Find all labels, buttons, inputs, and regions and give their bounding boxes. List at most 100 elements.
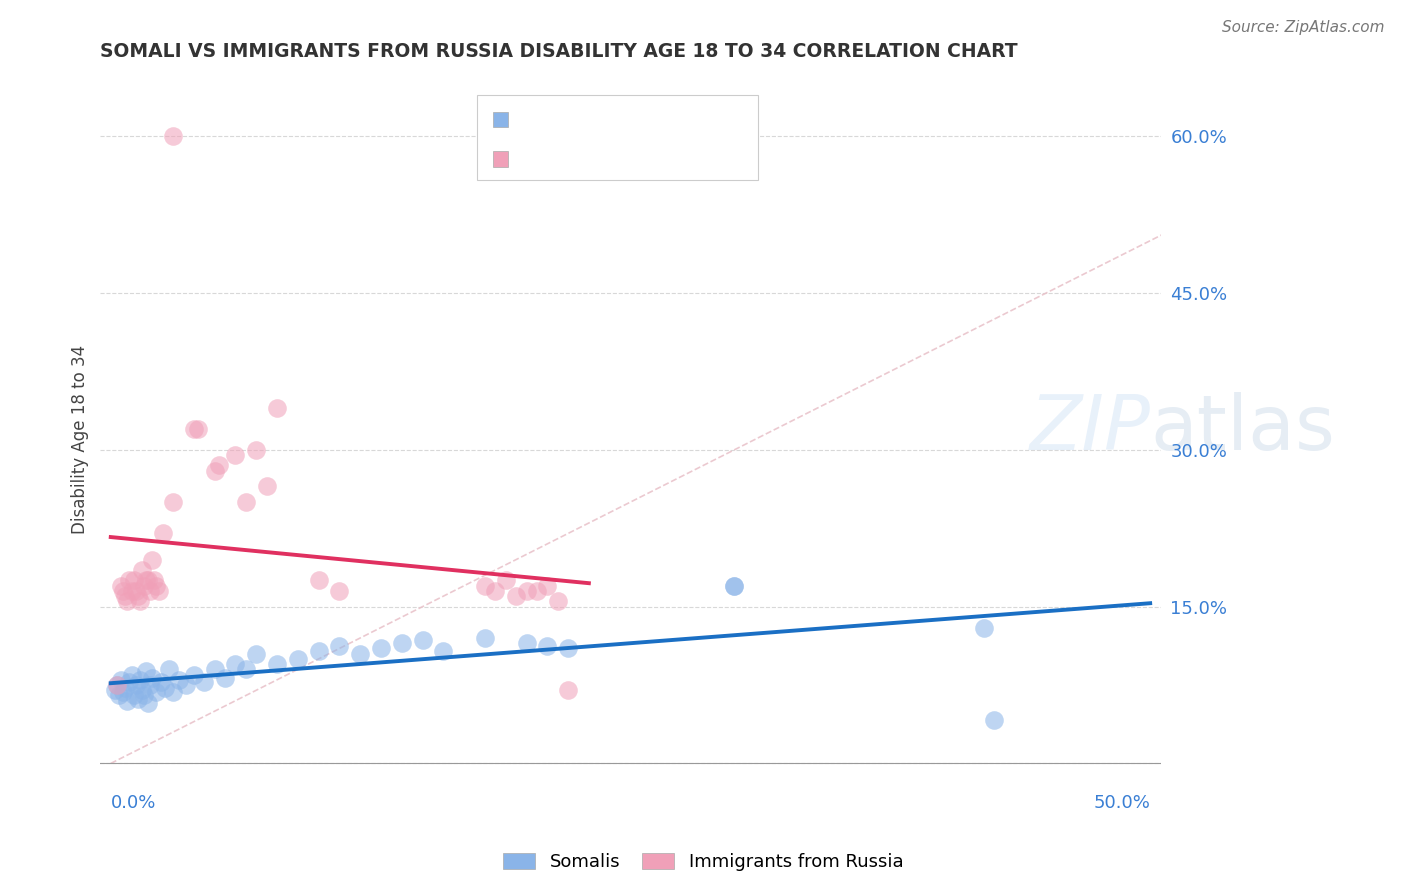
- Point: [121, 667, 143, 681]
- Text: 0.441: 0.441: [565, 111, 621, 128]
- Text: ZIP: ZIP: [1029, 392, 1150, 466]
- Point: [121, 583, 143, 598]
- Point: [122, 689, 145, 703]
- Point: [135, 665, 157, 679]
- Point: [141, 552, 163, 566]
- Text: SOMALI VS IMMIGRANTS FROM RUSSIA DISABILITY AGE 18 TO 34 CORRELATION CHART: SOMALI VS IMMIGRANTS FROM RUSSIA DISABIL…: [100, 42, 1018, 61]
- Text: R =: R =: [520, 111, 560, 128]
- Point: [112, 583, 135, 598]
- Point: [328, 640, 350, 654]
- Point: [187, 422, 209, 436]
- FancyBboxPatch shape: [477, 95, 758, 179]
- Point: [193, 674, 215, 689]
- Point: [117, 594, 139, 608]
- Text: atlas: atlas: [1150, 392, 1336, 466]
- Point: [108, 689, 131, 703]
- Point: [328, 583, 350, 598]
- Point: [114, 589, 136, 603]
- Point: [105, 678, 128, 692]
- Text: Source: ZipAtlas.com: Source: ZipAtlas.com: [1222, 20, 1385, 35]
- Point: [723, 579, 745, 593]
- Point: [152, 526, 174, 541]
- Point: [349, 647, 371, 661]
- Point: [162, 685, 184, 699]
- Point: [515, 583, 537, 598]
- Point: [204, 464, 226, 478]
- Point: [983, 713, 1005, 727]
- Point: [973, 621, 995, 635]
- Point: [245, 647, 267, 661]
- Point: [214, 671, 236, 685]
- Point: [208, 458, 231, 473]
- Text: 50.0%: 50.0%: [1094, 794, 1150, 812]
- Point: [128, 673, 150, 687]
- Point: [118, 574, 141, 588]
- Point: [474, 631, 496, 645]
- Point: [391, 636, 413, 650]
- Point: [162, 495, 184, 509]
- Point: [474, 579, 496, 593]
- Point: [547, 594, 569, 608]
- Point: [183, 667, 205, 681]
- Text: R =: R =: [520, 150, 560, 168]
- Point: [235, 662, 257, 676]
- Point: [143, 574, 166, 588]
- Point: [145, 579, 167, 593]
- Legend: Somalis, Immigrants from Russia: Somalis, Immigrants from Russia: [495, 846, 911, 879]
- Point: [526, 583, 548, 598]
- Point: [112, 685, 135, 699]
- Point: [127, 691, 149, 706]
- Point: [536, 579, 558, 593]
- Point: [266, 401, 288, 415]
- Point: [157, 662, 180, 676]
- Point: [114, 681, 136, 695]
- Point: [162, 129, 184, 144]
- Point: [412, 633, 434, 648]
- Point: [131, 683, 153, 698]
- Text: N =: N =: [631, 150, 672, 168]
- FancyBboxPatch shape: [492, 151, 508, 167]
- Point: [110, 579, 132, 593]
- Point: [139, 678, 162, 692]
- Point: [128, 594, 150, 608]
- Point: [141, 671, 163, 685]
- Point: [117, 694, 139, 708]
- Point: [235, 495, 257, 509]
- Point: [536, 640, 558, 654]
- Point: [104, 683, 127, 698]
- Point: [174, 678, 197, 692]
- Point: [224, 448, 246, 462]
- Point: [287, 652, 309, 666]
- Point: [557, 641, 579, 656]
- Point: [266, 657, 288, 672]
- Point: [131, 563, 153, 577]
- Point: [505, 589, 527, 603]
- Text: 50: 50: [675, 111, 699, 128]
- Point: [145, 685, 167, 699]
- Point: [256, 479, 278, 493]
- Point: [308, 574, 330, 588]
- Point: [204, 662, 226, 676]
- Point: [139, 583, 162, 598]
- Point: [122, 574, 145, 588]
- Point: [370, 641, 392, 656]
- Text: N =: N =: [631, 111, 672, 128]
- Point: [136, 696, 159, 710]
- Point: [132, 579, 155, 593]
- Point: [495, 574, 517, 588]
- Point: [148, 583, 170, 598]
- Point: [245, 442, 267, 457]
- Point: [224, 657, 246, 672]
- Text: 0.0%: 0.0%: [111, 794, 156, 812]
- Point: [308, 643, 330, 657]
- Point: [183, 422, 205, 436]
- Point: [125, 583, 148, 598]
- Y-axis label: Disability Age 18 to 34: Disability Age 18 to 34: [72, 345, 89, 534]
- Point: [557, 683, 579, 698]
- Point: [132, 689, 155, 703]
- Point: [125, 678, 148, 692]
- Point: [723, 579, 745, 593]
- Point: [127, 589, 149, 603]
- Point: [105, 678, 128, 692]
- Point: [432, 643, 454, 657]
